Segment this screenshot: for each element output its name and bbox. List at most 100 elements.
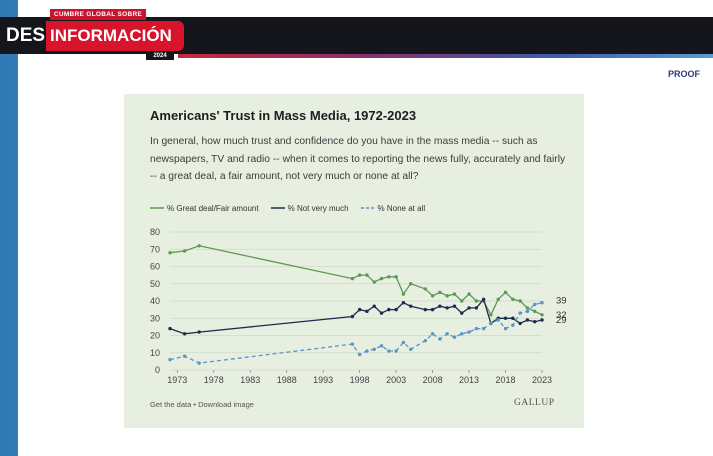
data-point-2 — [460, 332, 464, 336]
data-point-2 — [430, 332, 435, 336]
data-point-2 — [168, 357, 172, 362]
data-point-0 — [438, 290, 442, 295]
data-point-2 — [518, 311, 522, 315]
data-point-1 — [357, 307, 362, 312]
data-point-2 — [387, 349, 391, 353]
x-tick-label: 1973 — [167, 375, 187, 385]
data-point-0 — [182, 249, 187, 253]
chart-subtitle: In general, how much trust and confidenc… — [150, 136, 566, 182]
banner-accent-line — [178, 54, 713, 58]
proof-label: PROOF — [668, 69, 701, 79]
y-tick-label: 40 — [150, 296, 160, 306]
x-tick-label: 1998 — [350, 375, 370, 385]
data-point-0 — [533, 309, 537, 314]
end-label-2: 39 — [556, 296, 567, 307]
data-point-1 — [182, 332, 187, 336]
data-point-2 — [474, 326, 479, 331]
data-point-1 — [387, 307, 391, 312]
data-point-0 — [518, 299, 522, 303]
data-point-1 — [445, 306, 449, 310]
data-point-2 — [423, 338, 427, 343]
data-point-0 — [503, 290, 508, 295]
data-point-1 — [394, 307, 398, 312]
y-tick-label: 0 — [155, 365, 160, 375]
data-point-2 — [357, 352, 362, 357]
chart-card: Americans' Trust in Mass Media, 1972-202… — [124, 94, 584, 428]
data-point-0 — [357, 273, 362, 277]
data-point-1 — [467, 306, 471, 310]
data-point-0 — [168, 251, 172, 255]
legend-swatch-not-very — [270, 207, 285, 209]
data-point-0 — [511, 297, 515, 301]
data-point-1 — [197, 330, 201, 334]
x-tick-label: 2008 — [423, 375, 443, 385]
data-point-1 — [518, 321, 522, 326]
data-point-0 — [394, 275, 398, 279]
x-tick-label: 2018 — [496, 375, 516, 385]
data-point-2 — [197, 361, 201, 365]
y-tick-label: 70 — [150, 244, 160, 254]
data-point-0 — [365, 273, 369, 277]
data-point-0 — [525, 306, 530, 310]
logo-des: DES — [6, 25, 46, 46]
end-label-0: 32 — [556, 310, 567, 321]
legend-label-great-deal: % Great deal/Fair amount — [167, 203, 259, 213]
y-tick-label: 80 — [150, 227, 160, 237]
data-point-2 — [409, 347, 413, 351]
x-tick-label: 1988 — [277, 375, 297, 385]
legend-item-not-very: % Not very much — [270, 203, 349, 213]
data-point-1 — [423, 307, 427, 312]
data-point-0 — [452, 292, 457, 296]
y-tick-label: 50 — [150, 279, 160, 289]
data-point-0 — [350, 276, 355, 281]
y-tick-label: 60 — [150, 262, 160, 272]
data-point-2 — [365, 349, 369, 353]
y-tick-label: 20 — [150, 331, 160, 341]
data-point-1 — [474, 306, 479, 310]
data-point-1 — [168, 326, 172, 331]
data-point-1 — [533, 320, 537, 324]
data-point-1 — [401, 301, 406, 305]
legend-item-none: % None at all — [360, 204, 425, 213]
data-point-1 — [365, 309, 369, 314]
data-point-1 — [503, 316, 508, 320]
data-point-0 — [197, 244, 201, 248]
data-point-1 — [379, 311, 384, 315]
x-tick-label: 1978 — [204, 375, 224, 385]
data-point-2 — [445, 332, 449, 336]
data-point-0 — [423, 287, 427, 291]
data-point-0 — [372, 280, 376, 284]
data-point-0 — [387, 275, 391, 279]
data-point-1 — [511, 316, 515, 320]
data-point-1 — [409, 304, 413, 308]
y-tick-label: 30 — [150, 313, 160, 323]
data-point-2 — [511, 323, 515, 327]
gallup-logo: GALLUP — [514, 398, 555, 408]
data-point-0 — [409, 282, 413, 286]
logo-year: 2024 — [146, 51, 174, 60]
chart-title: Americans' Trust in Mass Media, 1972-202… — [150, 108, 417, 123]
data-point-1 — [372, 304, 376, 308]
data-point-2 — [401, 340, 406, 345]
series-line-2 — [169, 302, 543, 364]
data-point-2 — [379, 344, 384, 348]
data-point-2 — [525, 309, 530, 314]
y-tick-label: 10 — [150, 348, 160, 358]
data-point-0 — [489, 313, 493, 317]
data-point-1 — [350, 314, 355, 319]
x-tick-label: 2013 — [459, 375, 479, 385]
x-tick-label: 2003 — [386, 375, 406, 385]
data-point-2 — [503, 326, 508, 331]
data-point-0 — [445, 294, 449, 298]
logo-tagline: CUMBRE GLOBAL SOBRE — [50, 9, 146, 20]
data-point-2 — [540, 301, 544, 305]
data-point-2 — [350, 342, 355, 346]
data-point-2 — [489, 321, 493, 326]
data-point-0 — [401, 292, 406, 296]
data-point-2 — [481, 326, 486, 331]
get-data-links[interactable]: Get the data • Download image — [150, 400, 254, 409]
data-point-0 — [467, 292, 471, 296]
data-point-2 — [496, 318, 500, 322]
data-point-0 — [430, 294, 435, 298]
legend-label-not-very: % Not very much — [287, 203, 349, 213]
